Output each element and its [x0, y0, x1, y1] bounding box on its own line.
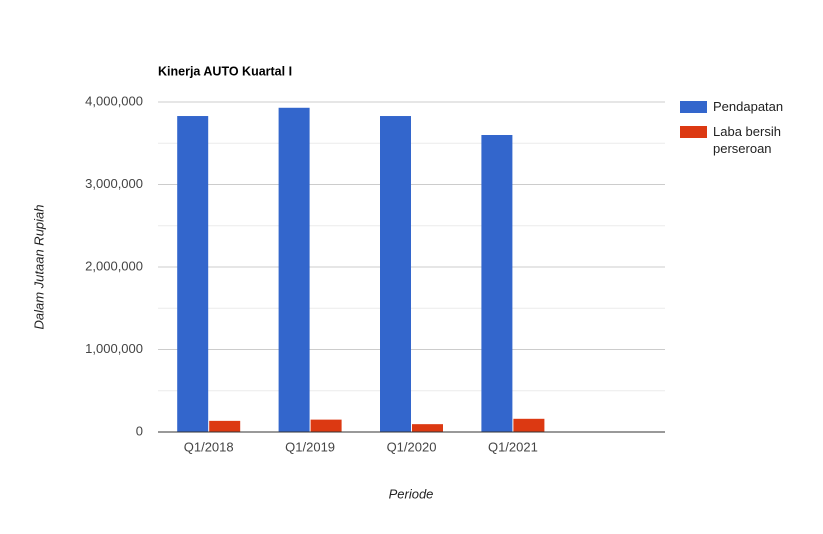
bar [209, 420, 241, 432]
y-tick-label: 4,000,000 [85, 93, 143, 108]
bar [513, 418, 545, 432]
legend-swatch [680, 101, 707, 113]
y-axis-label: Dalam Jutaan Rupiah [31, 204, 46, 329]
bar [380, 116, 411, 433]
x-tick-label: Q1/2018 [184, 439, 234, 454]
x-tick-label: Q1/2020 [387, 439, 437, 454]
bar [310, 419, 342, 432]
x-axis-label: Periode [389, 486, 434, 501]
y-tick-label: 1,000,000 [85, 341, 143, 356]
x-tick-label: Q1/2021 [488, 439, 538, 454]
chart-title: Kinerja AUTO Kuartal I [158, 64, 292, 78]
legend-label: Pendapatan [713, 99, 784, 114]
x-tick-label: Q1/2019 [285, 439, 335, 454]
bar [412, 424, 443, 432]
bar [177, 116, 209, 433]
y-tick-label: 3,000,000 [85, 176, 143, 191]
legend-swatch [680, 126, 707, 138]
bar [481, 135, 513, 432]
y-tick-label: 2,000,000 [85, 258, 143, 273]
bar [278, 107, 310, 433]
y-tick-label: 0 [136, 423, 143, 438]
legend-label: Laba bersih perseroan [713, 124, 781, 156]
